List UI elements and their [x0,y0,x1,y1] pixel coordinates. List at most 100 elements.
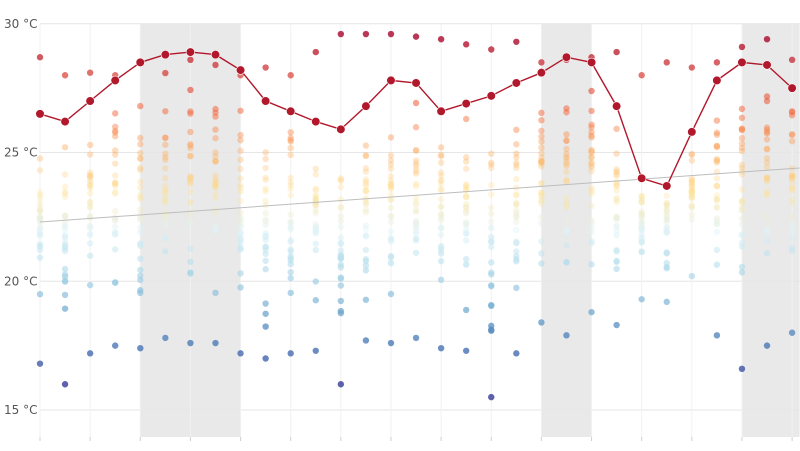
temperature-point [713,192,721,199]
temperature-point [488,218,495,225]
temperature-point [738,221,746,228]
temperature-point [588,149,595,156]
temperature-point [738,243,746,250]
temperature-point [563,194,570,201]
temperature-point [162,190,169,197]
temperature-point [663,202,670,210]
temperature-point [613,166,620,173]
temperature-point [187,198,194,206]
daily-max-point [160,50,170,60]
temperature-point [688,272,696,280]
temperature-point [513,248,520,255]
temperature-point [462,347,470,354]
temperature-point [337,297,345,305]
temperature-point [362,194,370,202]
temperature-point [613,214,620,222]
temperature-point [538,238,545,245]
temperature-point [387,259,395,267]
temperature-point [412,249,420,256]
temperature-point [563,131,570,138]
temperature-point [788,172,796,180]
temperature-point [162,174,169,182]
temperature-point [36,215,44,222]
temperature-point [362,168,370,175]
daily-max-point [411,78,421,88]
temperature-point [237,216,244,224]
temperature-point [187,175,194,183]
temperature-point [61,212,69,220]
temperature-point [738,239,746,247]
temperature-point [36,360,44,367]
temperature-point [788,131,796,138]
temperature-point [287,223,294,230]
temperature-point [538,138,545,145]
temperature-point [287,151,294,159]
temperature-point [663,200,670,207]
temperature-point [613,168,620,175]
temperature-point [212,190,219,198]
temperature-point [237,350,244,357]
temperature-point [237,107,244,114]
temperature-point [538,197,545,204]
temperature-point [162,150,169,157]
temperature-point [187,188,194,196]
temperature-point [563,145,570,153]
temperature-point [663,226,670,233]
temperature-point [613,125,620,133]
daily-max-point [687,127,697,137]
temperature-point [312,240,319,247]
temperature-point [563,155,570,162]
temperature-point [563,259,570,266]
temperature-point [788,187,796,194]
temperature-point [212,61,219,69]
temperature-point [237,284,244,291]
temperature-point [312,206,319,214]
temperature-point [212,223,219,230]
temperature-point [387,157,395,164]
temperature-point [763,220,771,228]
temperature-point [112,217,119,224]
temperature-point [488,224,495,231]
temperature-point [513,150,520,157]
temperature-point [688,177,696,184]
temperature-point [362,201,370,208]
temperature-point [187,199,194,206]
temperature-point [86,172,94,179]
temperature-point [86,69,94,76]
temperature-point [112,180,119,187]
temperature-point [738,161,746,169]
temperature-point [738,126,746,134]
temperature-point [412,160,420,167]
temperature-point [61,226,69,233]
temperature-point [588,224,595,231]
temperature-point [713,143,721,150]
temperature-point [688,211,696,218]
temperature-point [262,197,269,205]
temperature-point [563,137,570,145]
temperature-point [412,218,420,226]
temperature-point [112,207,119,215]
temperature-point [713,157,721,165]
temperature-point [112,151,119,158]
temperature-point [613,214,620,221]
temperature-point [613,222,620,230]
temperature-point [462,165,470,172]
temperature-point [212,227,219,234]
temperature-point [237,270,244,277]
temperature-point [36,227,44,235]
temperature-point [613,213,620,220]
temperature-point [462,230,470,237]
daily-max-point [561,52,572,62]
temperature-point [713,182,721,189]
temperature-point [688,151,696,158]
temperature-point [412,168,420,176]
temperature-point [212,289,219,297]
temperature-point [663,213,670,221]
temperature-point [137,155,144,162]
temperature-point [86,198,94,205]
temperature-point [713,175,721,182]
temperature-point [312,278,319,285]
temperature-point [688,182,696,190]
temperature-point [262,64,269,71]
